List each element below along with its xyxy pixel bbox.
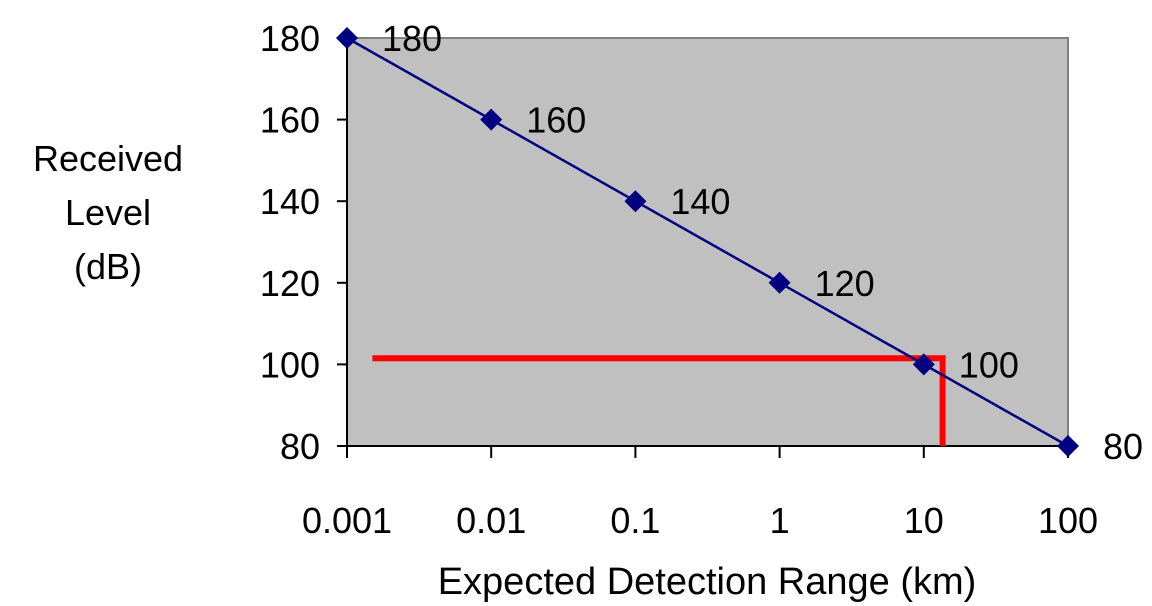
annotation-lines xyxy=(372,355,946,446)
x-tick-label: 10 xyxy=(904,500,944,541)
y-axis-ticks: 80 100 120 140 160 180 xyxy=(260,18,347,467)
y-tick-label: 120 xyxy=(260,263,320,304)
data-point-marker xyxy=(1057,435,1079,457)
y-axis-title: Received Level (dB) xyxy=(33,138,183,287)
data-point-marker xyxy=(912,353,935,376)
data-point-marker xyxy=(480,108,503,131)
data-point-marker xyxy=(624,190,647,213)
x-tick-label: 0.01 xyxy=(456,500,526,541)
x-tick-label: 1 xyxy=(770,500,790,541)
x-tick-label: 100 xyxy=(1038,500,1098,541)
series-line xyxy=(346,36,1069,448)
y-axis-title-line: Level xyxy=(65,192,151,233)
data-point-marker xyxy=(336,27,358,49)
x-axis-ticks: 0.001 0.01 0.1 1 10 100 xyxy=(302,446,1098,541)
data-label: 160 xyxy=(526,100,586,141)
y-axis-title-line: (dB) xyxy=(74,246,142,287)
y-tick-label: 140 xyxy=(260,181,320,222)
plot-border-frame xyxy=(346,38,1068,447)
data-label: 100 xyxy=(959,344,1019,385)
data-label: 140 xyxy=(670,181,730,222)
data-label: 120 xyxy=(815,263,875,304)
series-group: 180 160 140 120 100 80 xyxy=(336,18,1143,467)
x-axis-title: Expected Detection Range (km) xyxy=(438,561,977,603)
y-tick-label: 160 xyxy=(260,100,320,141)
y-tick-label: 100 xyxy=(260,344,320,385)
y-tick-label: 180 xyxy=(260,18,320,59)
x-tick-label: 0.1 xyxy=(610,500,660,541)
x-tick-label: 0.001 xyxy=(302,500,392,541)
data-label: 180 xyxy=(382,18,442,59)
y-axis-title-line: Received xyxy=(33,138,183,179)
threshold-annotation-line xyxy=(372,355,946,446)
data-label: 80 xyxy=(1103,426,1143,467)
y-tick-label: 80 xyxy=(280,426,320,467)
data-point-marker xyxy=(768,271,791,294)
